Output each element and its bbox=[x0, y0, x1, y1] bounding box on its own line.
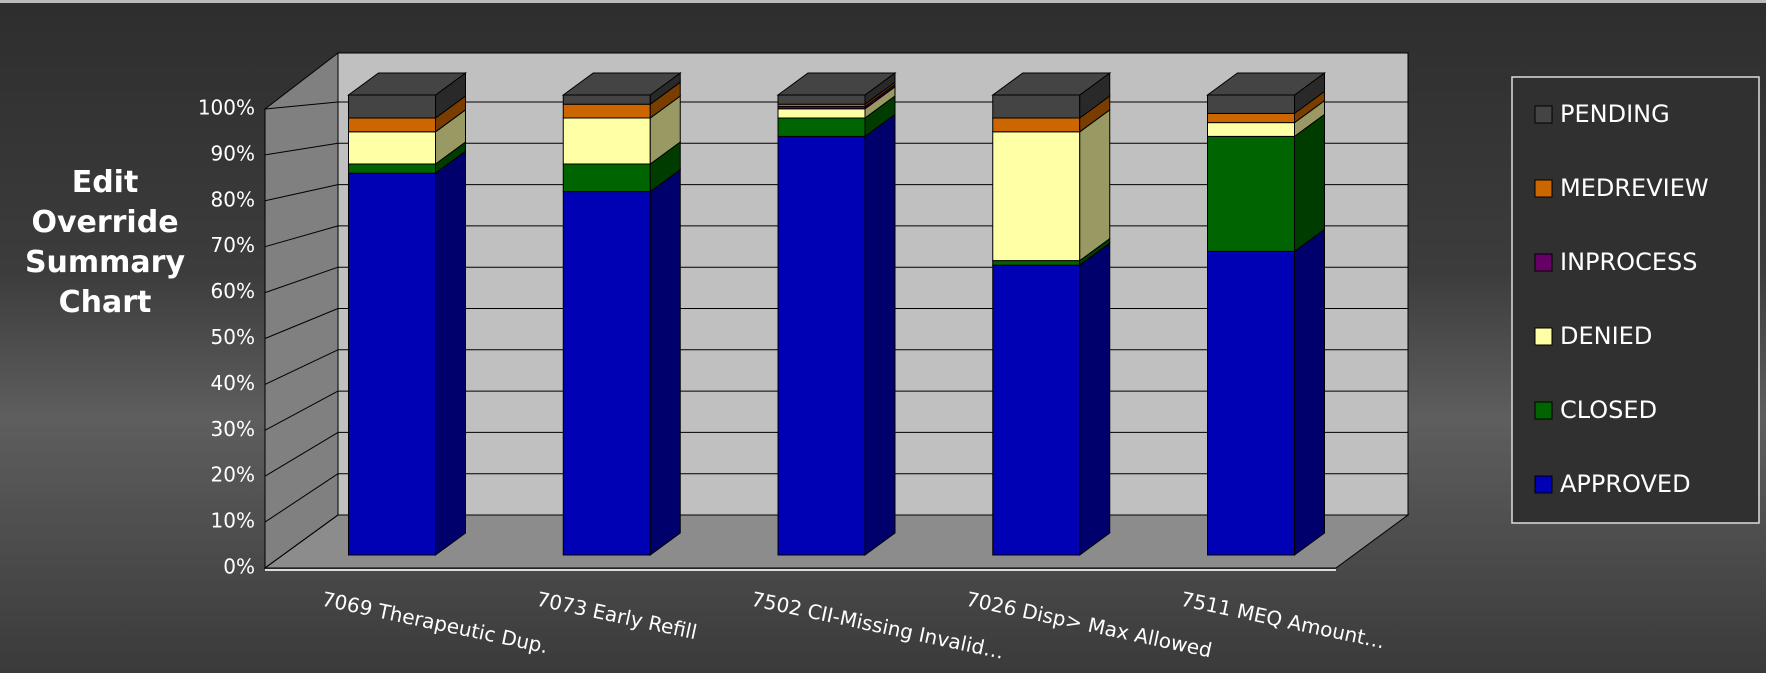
y-tick-label: 10% bbox=[211, 509, 255, 533]
x-tick-label: 7069 Therapeutic Dup. bbox=[320, 587, 550, 658]
bar-segment bbox=[562, 103, 651, 119]
chart-title: Edit Override Summary Chart bbox=[24, 165, 186, 320]
bar-segment bbox=[777, 117, 866, 137]
bar-top bbox=[1205, 72, 1327, 96]
legend-label: APPROVED bbox=[1560, 470, 1691, 498]
x-tick-label: 7073 Early Refill bbox=[535, 587, 700, 644]
bar-segment bbox=[562, 163, 651, 193]
bar-side bbox=[649, 168, 681, 556]
bar-side bbox=[1294, 113, 1325, 253]
legend-label: INPROCESS bbox=[1560, 248, 1697, 276]
legend-swatch bbox=[1534, 327, 1553, 346]
legend-swatch bbox=[1534, 475, 1553, 494]
y-tick-label: 20% bbox=[211, 463, 255, 487]
bar-segment bbox=[992, 94, 1081, 119]
bar-segment bbox=[1207, 250, 1295, 556]
bar-segment bbox=[562, 94, 651, 105]
legend-label: CLOSED bbox=[1560, 396, 1657, 424]
side-wall bbox=[264, 51, 339, 569]
y-tick-label: 80% bbox=[211, 187, 255, 211]
legend-label: PENDING bbox=[1560, 100, 1670, 128]
bar-top bbox=[776, 72, 897, 96]
y-tick-label: 70% bbox=[211, 233, 255, 257]
y-tick-label: 50% bbox=[211, 325, 255, 349]
grid-line-side bbox=[264, 225, 339, 248]
bar-segment bbox=[1207, 94, 1295, 114]
grid-line-side bbox=[264, 514, 339, 569]
grid-line-side bbox=[264, 142, 339, 156]
grid-line-side bbox=[264, 473, 339, 523]
y-tick-label: 0% bbox=[223, 555, 255, 579]
chart: 0% 10% 20% 30% 40% 50% 60% 70% 80% 90% 100% 7069 Th… bbox=[198, 51, 1760, 664]
bar-segment bbox=[562, 117, 651, 165]
grid-line-side bbox=[264, 184, 339, 202]
bar-segment bbox=[1207, 135, 1295, 252]
bar-segment bbox=[777, 135, 866, 556]
bar-segment bbox=[992, 260, 1081, 266]
bar-segment bbox=[992, 131, 1081, 262]
bar-segment bbox=[348, 117, 436, 133]
bar-side bbox=[1294, 228, 1325, 556]
bar-side bbox=[435, 150, 466, 556]
grid-line-side bbox=[264, 101, 339, 110]
legend-swatch bbox=[1534, 401, 1553, 420]
bar-segment bbox=[777, 94, 866, 105]
bar-segment bbox=[992, 117, 1081, 133]
y-tick-label: 30% bbox=[211, 417, 255, 441]
legend-swatch bbox=[1534, 253, 1553, 272]
grid-line-side bbox=[264, 349, 339, 385]
bar-side bbox=[864, 113, 896, 556]
y-tick-label: 90% bbox=[211, 141, 255, 165]
bar-top bbox=[346, 72, 468, 96]
bar-segment bbox=[992, 264, 1081, 556]
y-tick-label: 40% bbox=[211, 371, 255, 395]
bar-segment bbox=[1207, 112, 1295, 124]
grid-line-side bbox=[264, 431, 339, 477]
y-tick-label: 100% bbox=[198, 96, 255, 120]
legend-swatch bbox=[1534, 179, 1553, 198]
grid-line-side bbox=[264, 308, 339, 339]
y-tick-label: 60% bbox=[211, 279, 255, 303]
grid-line-side bbox=[264, 266, 339, 294]
bar-segment bbox=[348, 131, 436, 165]
bar-segment bbox=[348, 163, 436, 174]
bar-segment bbox=[777, 108, 866, 119]
bar-segment bbox=[348, 172, 436, 556]
bar-side bbox=[1079, 108, 1111, 262]
legend-label: MEDREVIEW bbox=[1560, 174, 1709, 202]
bar-top bbox=[561, 72, 682, 96]
legend-label: DENIED bbox=[1560, 322, 1652, 350]
bar-segment bbox=[1207, 122, 1295, 137]
legend-box bbox=[1511, 76, 1760, 524]
bar-top bbox=[991, 72, 1112, 96]
grid-line-side bbox=[264, 390, 339, 431]
bar-segment bbox=[562, 191, 651, 556]
bar-side bbox=[1079, 242, 1111, 556]
bar-segment bbox=[348, 94, 436, 119]
legend-swatch bbox=[1534, 105, 1553, 124]
